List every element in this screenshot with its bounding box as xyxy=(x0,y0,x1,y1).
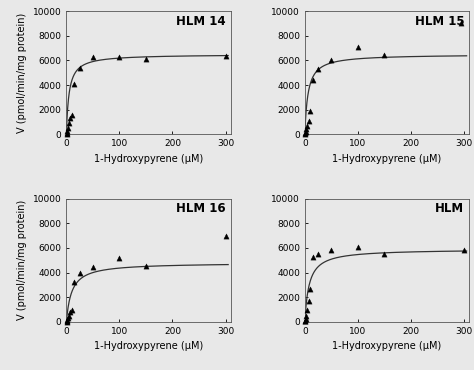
Point xyxy=(301,131,309,137)
Point xyxy=(222,53,229,59)
Point xyxy=(301,318,309,324)
Point xyxy=(68,307,75,313)
Point xyxy=(63,131,71,137)
Point xyxy=(66,115,74,121)
X-axis label: 1-Hydroxypyrene (μM): 1-Hydroxypyrene (μM) xyxy=(94,341,203,352)
Point xyxy=(305,298,312,304)
Point xyxy=(64,128,71,134)
Point xyxy=(309,253,317,259)
Text: HLM 16: HLM 16 xyxy=(176,202,226,215)
Point xyxy=(354,44,362,50)
Point xyxy=(142,263,150,269)
Point xyxy=(304,307,311,313)
Point xyxy=(68,112,75,118)
Point xyxy=(457,20,465,26)
X-axis label: 1-Hydroxypyrene (μM): 1-Hydroxypyrene (μM) xyxy=(332,341,442,352)
Point xyxy=(64,317,71,323)
Text: HLM 14: HLM 14 xyxy=(176,15,226,28)
Point xyxy=(301,318,309,324)
Point xyxy=(71,81,78,87)
Point xyxy=(306,108,314,114)
Point xyxy=(302,129,310,135)
Text: HLM: HLM xyxy=(435,202,465,215)
Point xyxy=(314,66,322,72)
Point xyxy=(302,313,310,319)
Point xyxy=(116,255,123,261)
Point xyxy=(460,248,468,253)
Y-axis label: V (pmol/min/mg protein): V (pmol/min/mg protein) xyxy=(17,13,27,133)
Point xyxy=(63,319,71,324)
Point xyxy=(328,248,335,253)
Point xyxy=(304,123,311,129)
Point xyxy=(89,264,97,270)
Point xyxy=(116,54,123,60)
Point xyxy=(354,244,362,250)
Point xyxy=(381,251,388,257)
Point xyxy=(89,54,97,60)
Point xyxy=(142,56,150,62)
Point xyxy=(381,52,388,58)
Point xyxy=(309,77,317,83)
Text: HLM 15: HLM 15 xyxy=(415,15,465,28)
Point xyxy=(302,127,310,132)
Point xyxy=(76,270,83,276)
Y-axis label: V (pmol/min/mg protein): V (pmol/min/mg protein) xyxy=(17,200,27,320)
Point xyxy=(65,313,73,319)
Point xyxy=(65,120,73,126)
Point xyxy=(63,318,71,324)
Point xyxy=(71,279,78,285)
Point xyxy=(328,57,335,63)
Point xyxy=(76,65,83,71)
Point xyxy=(63,130,71,135)
Point xyxy=(66,309,74,315)
Point xyxy=(222,233,229,239)
Point xyxy=(64,125,72,131)
Point xyxy=(305,118,312,124)
Point xyxy=(64,315,72,321)
X-axis label: 1-Hydroxypyrene (μM): 1-Hydroxypyrene (μM) xyxy=(94,154,203,164)
Point xyxy=(306,286,314,292)
Point xyxy=(301,130,309,136)
Point xyxy=(314,251,322,257)
Point xyxy=(302,316,310,322)
X-axis label: 1-Hydroxypyrene (μM): 1-Hydroxypyrene (μM) xyxy=(332,154,442,164)
